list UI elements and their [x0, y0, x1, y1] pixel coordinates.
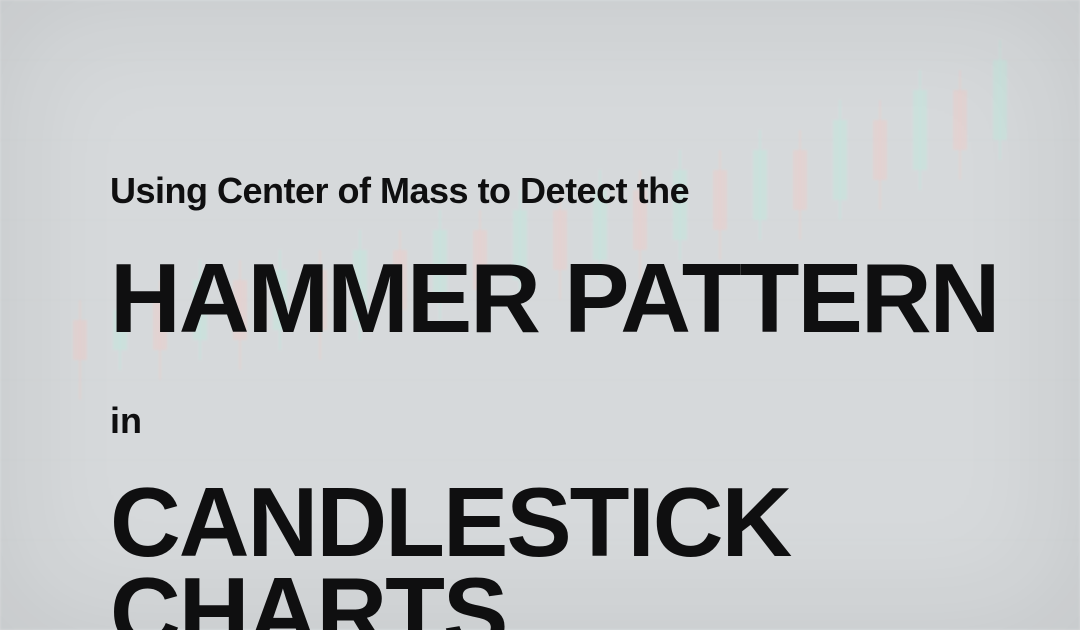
headline-candlestick-charts: CANDLESTICK CHARTS — [110, 477, 1040, 630]
headline-hammer-pattern: HAMMER PATTERN — [110, 252, 1040, 345]
title-block: Using Center of Mass to Detect the HAMME… — [110, 170, 1040, 630]
connector-in: in — [110, 400, 1040, 442]
subtitle-line-1: Using Center of Mass to Detect the — [110, 170, 1040, 212]
